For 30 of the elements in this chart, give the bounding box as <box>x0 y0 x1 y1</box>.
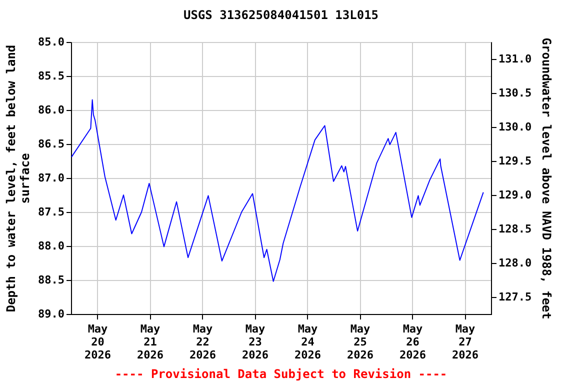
y2-tick-label: 128.0 <box>498 256 532 270</box>
x-tick-label: May 20 2026 <box>84 322 112 362</box>
y-axis-title: Depth to water level, feet below land surface <box>4 44 32 312</box>
y2-tick-label: 130.0 <box>498 120 532 134</box>
y2-tick-label: 130.5 <box>498 86 532 100</box>
x-tick-label: May 25 2026 <box>347 322 374 362</box>
chart-title: USGS 313625084041501 13L015 <box>183 8 379 22</box>
x-tick-label: May 26 2026 <box>400 322 426 362</box>
y-tick-label: 88.5 <box>38 274 64 286</box>
text: ---- Provisional Data Subject to Revision ---- <box>114 367 448 381</box>
y-tick-label: 86.0 <box>38 104 64 116</box>
y-tick-label: 87.5 <box>38 206 64 218</box>
y2-tick-label: 127.5 <box>498 290 532 304</box>
y-tick-label: 85.0 <box>38 36 64 48</box>
y-tick-label: 87.0 <box>38 172 64 184</box>
y-tick-label: 85.5 <box>38 70 64 82</box>
x-tick-label: May 22 2026 <box>190 322 216 362</box>
y-tick-label: 89.0 <box>38 308 64 320</box>
y-tick-label: 88.0 <box>38 240 64 252</box>
x-tick-label: May 24 2026 <box>294 322 322 362</box>
y2-tick-label: 129.0 <box>498 188 532 202</box>
line-series <box>71 99 484 282</box>
x-tick-label: May 21 2026 <box>137 322 164 362</box>
y2-tick-label: 131.0 <box>498 52 532 66</box>
y2-tick-label: 128.5 <box>498 222 532 236</box>
x-tick-label: May 27 2026 <box>452 322 479 362</box>
x-tick-label: May 23 2026 <box>242 322 269 362</box>
y2-tick-label: 129.5 <box>498 154 532 168</box>
y2-axis-title: Groundwater level above NAVD 1988, feet <box>540 38 554 320</box>
y-tick-label: 86.5 <box>38 138 64 150</box>
